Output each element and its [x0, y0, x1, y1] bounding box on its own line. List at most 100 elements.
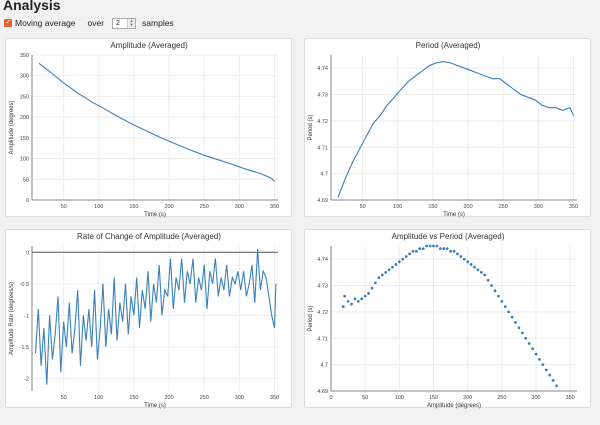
- x-tick-label: 50: [61, 204, 67, 210]
- x-axis-label: Time (s): [443, 212, 465, 218]
- scatter-point: [360, 297, 364, 301]
- scatter-point: [356, 299, 360, 303]
- x-tick-label: 350: [569, 204, 578, 210]
- y-tick-label: -2: [24, 376, 29, 382]
- x-tick-label: 350: [270, 395, 279, 401]
- scatter-point: [497, 294, 500, 298]
- chart-title: Rate of Change of Amplitude (Averaged): [77, 232, 221, 241]
- x-tick-label: 200: [463, 204, 472, 210]
- scatter-point: [401, 257, 405, 261]
- x-tick-label: 200: [164, 204, 173, 210]
- scatter-point: [425, 244, 429, 248]
- x-tick-label: 300: [531, 395, 540, 401]
- y-tick-label: 4.71: [317, 336, 328, 342]
- scatter-point: [346, 299, 350, 303]
- scatter-point: [544, 368, 548, 372]
- series-line: [34, 249, 277, 385]
- chart-title: Amplitude vs Period (Averaged): [392, 232, 505, 241]
- x-tick-label: 300: [534, 204, 543, 210]
- x-tick-label: 100: [395, 395, 404, 401]
- samples-value: 2: [116, 19, 120, 27]
- x-tick-label: 100: [94, 395, 103, 401]
- scatter-point: [514, 321, 517, 324]
- series-line: [38, 62, 275, 182]
- scatter-point: [462, 257, 466, 261]
- scatter-point: [517, 326, 521, 330]
- scatter-point: [418, 247, 422, 251]
- scatter-point: [387, 268, 391, 272]
- y-tick-label: 4.71: [317, 145, 328, 151]
- scatter-point: [411, 249, 415, 253]
- y-tick-label: -1.5: [20, 345, 29, 351]
- y-tick-label: 250: [20, 94, 29, 100]
- scatter-point: [415, 249, 418, 253]
- chart-title: Amplitude (Averaged): [110, 41, 188, 50]
- x-tick-label: 150: [428, 204, 437, 210]
- scatter-point: [442, 247, 446, 251]
- scatter-point: [421, 247, 425, 251]
- rate-chart: Rate of Change of Amplitude (Averaged) 50…: [9, 232, 279, 409]
- y-tick-label: -0.5: [20, 282, 29, 288]
- scatter-point: [483, 273, 487, 277]
- y-tick-label: 4.74: [317, 257, 328, 263]
- x-tick-label: 50: [61, 395, 67, 401]
- samples-stepper[interactable]: 2 ▲ ▼: [112, 17, 137, 29]
- y-tick-label: 4.69: [317, 389, 328, 395]
- scatter-point: [374, 281, 377, 285]
- scatter-point: [538, 357, 541, 361]
- scatter-point: [476, 268, 480, 272]
- x-tick-label: 200: [463, 395, 472, 401]
- y-tick-label: 0: [26, 198, 29, 204]
- y-tick-label: 4.7: [320, 172, 328, 178]
- over-label: over: [87, 18, 105, 28]
- scatter-point: [408, 252, 411, 256]
- scatter-point: [377, 276, 381, 280]
- scatter-point: [353, 297, 357, 301]
- scatter-point: [555, 384, 558, 388]
- x-tick-label: 150: [129, 395, 138, 401]
- scatter-point: [449, 249, 452, 253]
- y-tick-label: 4.7: [320, 363, 328, 369]
- scatter-point: [548, 373, 552, 377]
- x-tick-label: 350: [270, 204, 279, 210]
- amplitude-vs-period-chart-panel: Amplitude vs Period (Averaged) 0 50 100 150 2…: [304, 229, 591, 409]
- scatter-point: [507, 310, 511, 314]
- scatter-point: [445, 247, 449, 251]
- scatter-point: [510, 315, 514, 319]
- y-tick-label: 150: [20, 136, 29, 142]
- series-line: [337, 61, 575, 198]
- y-tick-label: 50: [23, 177, 29, 183]
- scatter-point: [541, 363, 545, 367]
- y-axis-label: Amplitude (degrees): [9, 100, 15, 154]
- y-axis-label: Amplitude Rate (degrees/s): [9, 282, 15, 355]
- x-tick-label: 250: [200, 204, 209, 210]
- x-tick-label: 300: [235, 204, 244, 210]
- scatter-point: [397, 260, 401, 264]
- amplitude-vs-period-chart: Amplitude vs Period (Averaged) 0 50 100 150 2…: [308, 232, 577, 409]
- y-tick-label: -1: [24, 313, 29, 319]
- scatter-point: [370, 286, 374, 290]
- x-axis-label: Amplitude (degrees): [427, 403, 481, 409]
- scatter-point: [466, 260, 470, 264]
- scatter-point: [456, 252, 459, 256]
- rate-chart-panel: Rate of Change of Amplitude (Averaged) 50…: [5, 229, 292, 409]
- scatter-point: [486, 278, 490, 282]
- moving-average-checkbox[interactable]: ✓: [4, 19, 12, 27]
- x-tick-label: 150: [129, 204, 138, 210]
- scatter-point: [363, 294, 367, 298]
- scatter-point: [524, 336, 528, 340]
- moving-average-label: Moving average: [15, 18, 76, 28]
- y-tick-label: 4.72: [317, 310, 328, 316]
- scatter-point: [527, 342, 531, 345]
- x-tick-label: 250: [499, 204, 508, 210]
- y-tick-label: 200: [20, 115, 29, 121]
- scatter-point: [493, 289, 497, 293]
- scatter-point: [473, 265, 476, 269]
- stepper-arrows-icon[interactable]: ▲ ▼: [127, 18, 136, 28]
- scatter-point: [391, 265, 394, 269]
- y-axis-label: Period (s): [308, 305, 314, 331]
- y-tick-label: 4.72: [317, 119, 328, 125]
- x-tick-label: 200: [164, 395, 173, 401]
- scatter-point: [435, 244, 439, 248]
- x-axis-label: Time (s): [144, 212, 166, 218]
